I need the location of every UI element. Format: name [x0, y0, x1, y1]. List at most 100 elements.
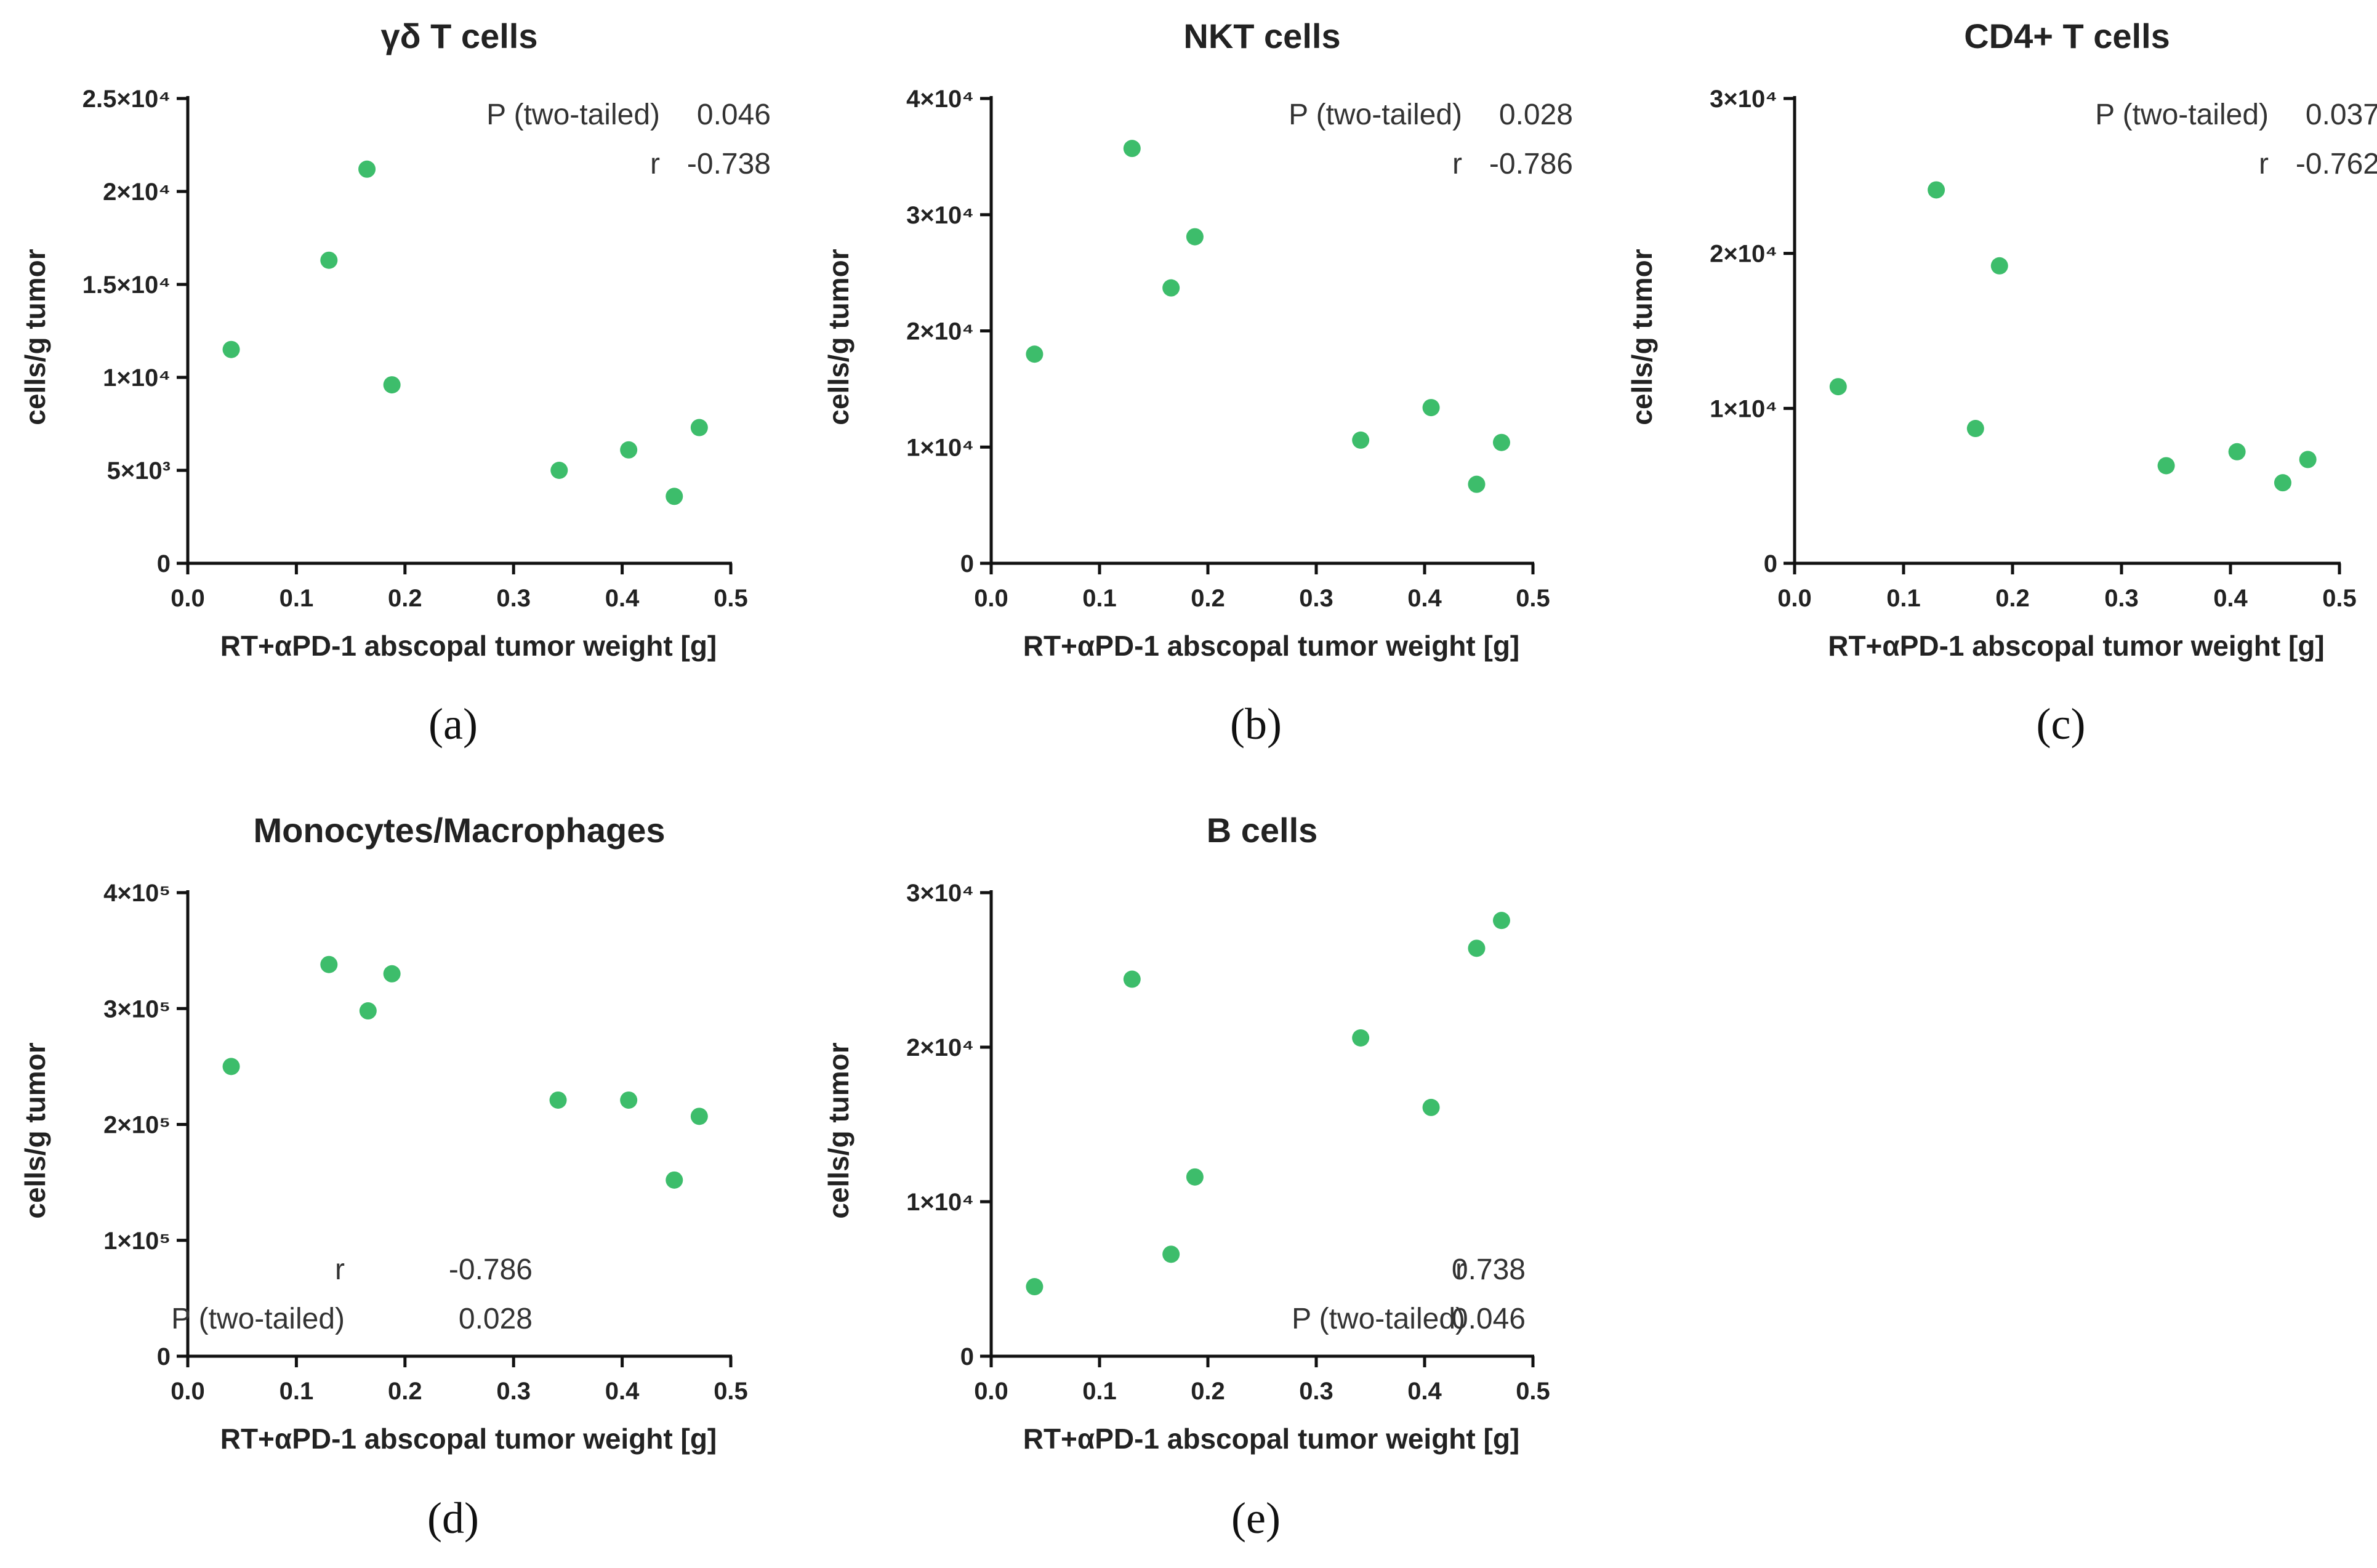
stat-label: P (two-tailed)	[2095, 99, 2269, 131]
x-tick-label: 0.4	[2213, 585, 2248, 612]
stat-value: -0.738	[687, 148, 771, 180]
stat-label: r	[335, 1253, 345, 1286]
x-tick-label: 0.5	[2322, 585, 2357, 612]
stat-label: r	[1455, 1253, 1465, 1286]
x-tick-label: 0.4	[605, 585, 640, 612]
stat-value: 0.028	[1499, 99, 1573, 131]
x-tick-label: 0.3	[1299, 1378, 1333, 1405]
data-point	[1422, 1098, 1440, 1116]
stat-value: 0.037	[2306, 99, 2377, 131]
y-tick-label: 1×10⁴	[906, 1189, 974, 1216]
y-tick-label: 1×10⁴	[103, 364, 171, 392]
data-point	[320, 251, 338, 269]
y-tick-label: 1×10⁴	[906, 434, 974, 461]
y-axis-label: cells/g tumor	[1626, 249, 1658, 425]
chart-title: γδ T cells	[381, 17, 538, 55]
chart-title: B cells	[1207, 811, 1318, 850]
data-point	[549, 1091, 567, 1109]
x-tick-label: 0.0	[974, 585, 1008, 612]
panel-label: (e)	[1231, 1494, 1281, 1543]
x-tick-label: 0.5	[714, 585, 748, 612]
data-point	[666, 1171, 683, 1189]
y-tick-label: 1.5×10⁴	[82, 271, 171, 299]
data-point	[666, 488, 683, 505]
data-point	[383, 965, 401, 983]
x-tick-label: 0.3	[1299, 585, 1333, 612]
data-point	[1162, 1245, 1180, 1263]
data-point	[1186, 1168, 1204, 1186]
stat-label: r	[2259, 148, 2269, 180]
stat-value: 0.046	[1452, 1303, 1526, 1335]
chart-panel-c: CD4+ T cells 0 1×10⁴ 2×10⁴ 3×10⁴ 0.0 0.1 0.2 0.3…	[1626, 17, 2377, 749]
stat-value: -0.762	[2296, 148, 2377, 180]
y-tick-label: 2×10⁴	[906, 1034, 974, 1061]
x-tick-label: 0.3	[496, 585, 531, 612]
x-tick-label: 0.4	[1407, 585, 1442, 612]
chart-panel-a: γδ T cells 0 5×10³ 1×10⁴ 1.5×10⁴ 2×10⁴ 2.5×10⁴…	[19, 17, 771, 749]
y-tick-label: 1×10⁵	[103, 1228, 171, 1255]
data-point	[2274, 474, 2291, 492]
stat-label: r	[650, 148, 660, 180]
data-point	[359, 1002, 377, 1020]
data-point	[358, 160, 376, 178]
x-axis-label: RT+αPD-1 abscopal tumor weight [g]	[1828, 630, 2325, 662]
x-tick-label: 0.0	[1777, 585, 1812, 612]
data-point	[1468, 475, 1486, 493]
x-tick-label: 0.2	[1995, 585, 2030, 612]
stat-value: -0.786	[449, 1253, 533, 1286]
data-point	[690, 1108, 708, 1125]
chart-panel-e: B cells 0 1×10⁴ 2×10⁴ 3×10⁴ 0.0 0.1 0.2 0.3 0.4 0.…	[822, 811, 1550, 1543]
x-tick-label: 0.2	[388, 585, 422, 612]
chart-title: CD4+ T cells	[1964, 17, 2170, 55]
y-tick-label: 0	[1764, 550, 1777, 577]
data-point	[1422, 399, 1440, 417]
data-point	[1829, 378, 1847, 396]
stat-value: 0.046	[697, 99, 771, 131]
data-point	[690, 419, 708, 436]
data-point	[1928, 181, 1945, 199]
data-point	[2299, 451, 2317, 468]
x-tick-label: 0.1	[1886, 585, 1921, 612]
stat-label: r	[1452, 148, 1462, 180]
chart-panel-d: Monocytes/Macrophages 0 1×10⁵ 2×10⁵ 3×10⁵ 4×1…	[19, 811, 748, 1543]
y-axis-label: cells/g tumor	[822, 1042, 855, 1218]
data-point	[1162, 279, 1180, 297]
stat-label: P (two-tailed)	[1292, 1303, 1465, 1335]
y-tick-label: 2.5×10⁴	[82, 86, 171, 113]
y-tick-label: 2×10⁴	[906, 318, 974, 345]
y-tick-label: 0	[960, 550, 974, 577]
y-tick-label: 1×10⁴	[1710, 395, 1777, 422]
data-point	[2157, 457, 2175, 475]
x-tick-label: 0.2	[1191, 585, 1225, 612]
y-tick-label: 3×10⁴	[906, 880, 974, 907]
stat-label: P (two-tailed)	[486, 99, 660, 131]
stat-label: P (two-tailed)	[171, 1303, 345, 1335]
x-tick-label: 0.3	[496, 1378, 531, 1405]
data-point	[1966, 420, 1984, 438]
x-tick-label: 0.5	[1516, 1378, 1550, 1405]
data-point	[222, 340, 240, 358]
x-axis-label: RT+αPD-1 abscopal tumor weight [g]	[220, 1423, 717, 1455]
panel-label: (b)	[1230, 699, 1282, 749]
y-axis-label: cells/g tumor	[19, 1042, 51, 1218]
y-tick-label: 4×10⁵	[103, 880, 171, 907]
panel-label: (c)	[2037, 699, 2086, 749]
y-tick-label: 2×10⁴	[103, 179, 171, 206]
y-tick-label: 3×10⁵	[103, 995, 171, 1023]
data-point	[620, 441, 638, 459]
stat-value: -0.786	[1489, 148, 1573, 180]
y-tick-label: 3×10⁴	[906, 202, 974, 229]
chart-panel-b: NKT cells 0 1×10⁴ 2×10⁴ 3×10⁴ 4×10⁴ 0.0 0.1 0.2 0…	[822, 17, 1573, 749]
y-tick-label: 0	[157, 1343, 171, 1370]
data-point	[550, 462, 568, 479]
data-point	[222, 1058, 240, 1075]
data-point	[1492, 433, 1510, 451]
x-tick-label: 0.4	[605, 1378, 640, 1405]
x-tick-label: 0.0	[974, 1378, 1008, 1405]
x-tick-label: 0.4	[1407, 1378, 1442, 1405]
panel-label: (a)	[428, 699, 478, 749]
data-point	[383, 376, 401, 394]
x-tick-label: 0.1	[280, 1378, 314, 1405]
y-tick-label: 0	[960, 1343, 974, 1370]
